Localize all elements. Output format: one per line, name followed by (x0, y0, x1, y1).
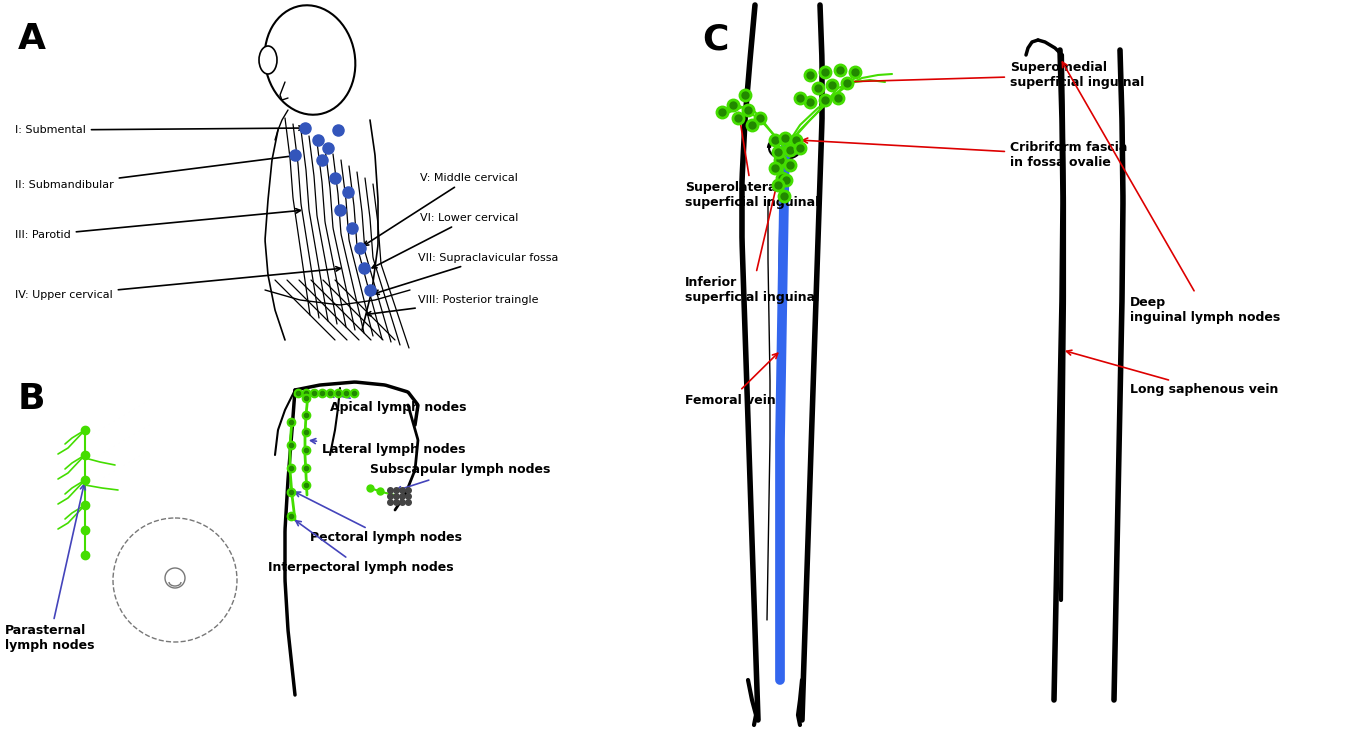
Text: Deep
inguinal lymph nodes: Deep inguinal lymph nodes (1062, 62, 1280, 324)
Text: Subscapular lymph nodes: Subscapular lymph nodes (370, 464, 550, 491)
Text: Inferior
superficial inguinal: Inferior superficial inguinal (684, 180, 819, 304)
Text: Long saphenous vein: Long saphenous vein (1066, 350, 1279, 396)
Text: Cribriform fascia
in fossa ovalie: Cribriform fascia in fossa ovalie (802, 138, 1128, 169)
Text: I: Submental: I: Submental (15, 125, 304, 135)
Text: III: Parotid: III: Parotid (15, 209, 300, 240)
Text: VII: Supraclavicular fossa: VII: Supraclavicular fossa (375, 253, 559, 294)
Text: C: C (702, 22, 728, 56)
Text: Pectoral lymph nodes: Pectoral lymph nodes (296, 492, 461, 545)
Text: Femoral vein: Femoral vein (684, 353, 778, 407)
Text: V: Middle cervical: V: Middle cervical (364, 173, 517, 245)
Text: Lateral lymph nodes: Lateral lymph nodes (311, 439, 465, 456)
Text: Apical lymph nodes: Apical lymph nodes (330, 393, 467, 415)
Text: VI: Lower cervical: VI: Lower cervical (372, 213, 519, 268)
Text: Interpectoral lymph nodes: Interpectoral lymph nodes (268, 520, 453, 575)
Text: II: Submandibular: II: Submandibular (15, 154, 296, 190)
Text: Parasternal
lymph nodes: Parasternal lymph nodes (5, 485, 94, 652)
Text: Superolateral
superficial inguinal: Superolateral superficial inguinal (684, 112, 819, 209)
Text: B: B (18, 382, 45, 416)
Text: Superomedial
superficial inguinal: Superomedial superficial inguinal (845, 61, 1144, 89)
Ellipse shape (259, 46, 277, 74)
Text: A: A (18, 22, 47, 56)
Text: IV: Upper cervical: IV: Upper cervical (15, 266, 341, 300)
Text: VIII: Posterior traingle: VIII: Posterior traingle (367, 295, 538, 316)
